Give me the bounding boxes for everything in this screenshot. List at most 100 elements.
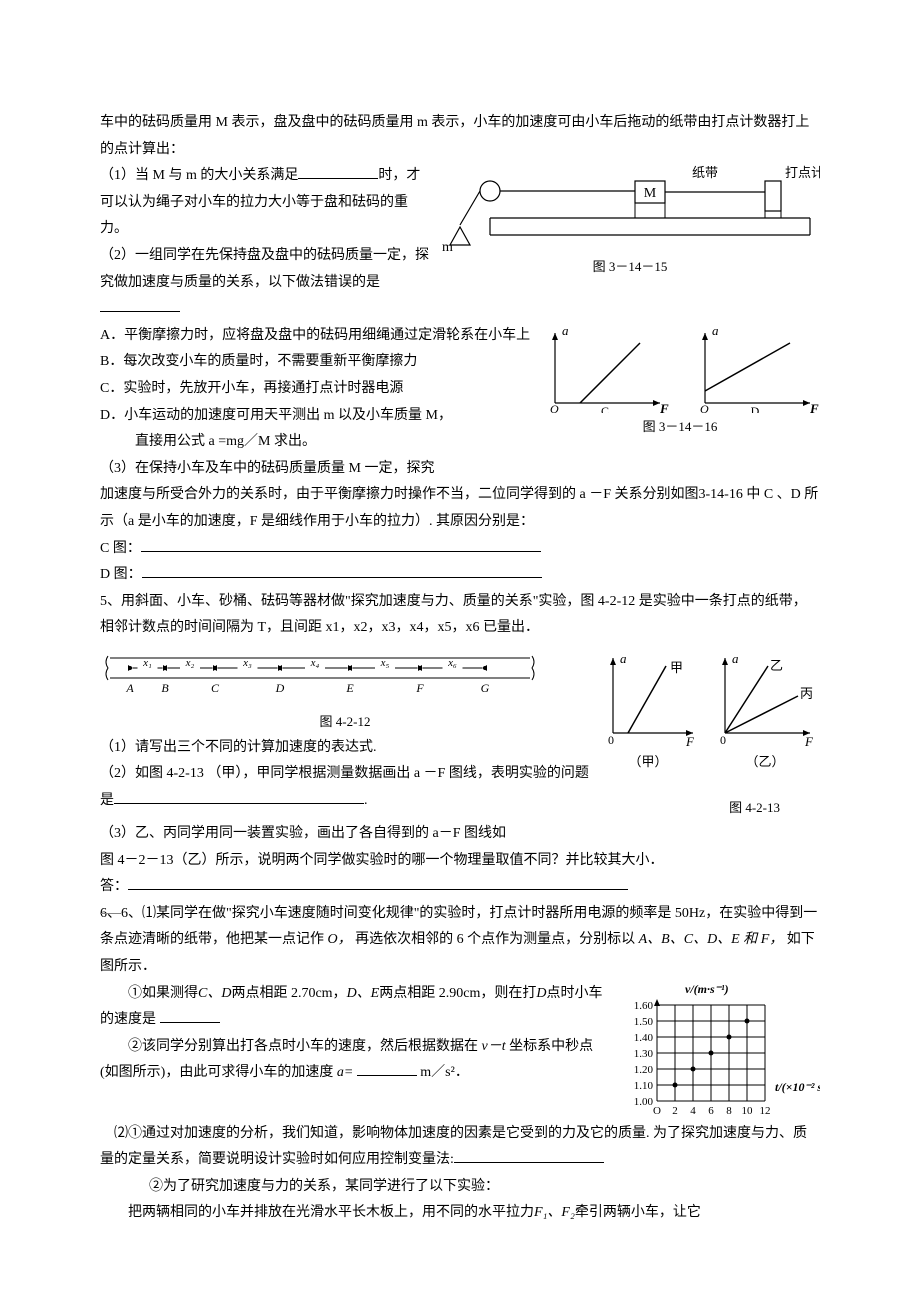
svg-text:1.30: 1.30	[634, 1048, 654, 1060]
svg-text:8: 8	[726, 1105, 732, 1117]
q6p2c-b: F₁、F₂	[534, 1205, 575, 1220]
q1-text-a: （1）当 M 与 m 的大小关系满足	[100, 168, 298, 183]
q6-1b: C、D	[198, 986, 231, 1001]
blank-q5-2	[114, 790, 364, 804]
blank-ctrl	[454, 1149, 604, 1163]
svg-text:O: O	[653, 1105, 661, 1117]
svg-text:E: E	[345, 681, 354, 695]
blank-q2	[100, 298, 180, 312]
option-b: B．每次改变小车的质量时，不需要重新平衡摩擦力	[100, 349, 532, 376]
q6-2c: a=	[337, 1065, 353, 1080]
svg-text:G: G	[481, 681, 490, 695]
q5-2: （2）如图 4-2-13 （甲），甲同学根据测量数据画出 a －F 图线，表明实…	[100, 761, 590, 814]
label-tape: 纸带	[692, 165, 718, 180]
svg-text:1.40: 1.40	[634, 1032, 654, 1044]
q5-3a: （3）乙、丙同学用同一装置实验，画出了各自得到的 a－F 图线如	[100, 821, 820, 848]
svg-text:丙: 丙	[800, 686, 813, 701]
svg-text:a: a	[562, 323, 569, 338]
blank-vD	[160, 1009, 220, 1023]
svg-text:1.50: 1.50	[634, 1016, 654, 1028]
figure-3-14-16-c: O a F C	[540, 323, 670, 413]
chart-yi-bing: 乙 丙 a 0 F	[710, 648, 820, 748]
svg-text:x₃: x₃	[242, 657, 252, 669]
svg-text:a: a	[712, 323, 719, 338]
cap-jia: （甲）	[598, 750, 698, 775]
q6-O: O，	[328, 932, 352, 947]
figure-3-14-15: M 纸带 打点计时器 m	[440, 163, 820, 253]
svg-text:0: 0	[720, 733, 726, 747]
q6-2: ②该同学分别算出打各点时小车的速度，然后根据数据在 v－t 坐标系中秒点(如图所…	[100, 1034, 605, 1087]
ans-label: 答：	[100, 879, 128, 894]
q5-1: （1）请写出三个不同的计算加速度的表达式.	[100, 735, 590, 762]
blank-cfig	[141, 538, 541, 552]
blank-a	[357, 1062, 417, 1076]
blank-ans	[128, 876, 628, 890]
q6p2c-c: 牵引两辆小车，让它	[575, 1205, 701, 1220]
question-1: （1）当 M 与 m 的大小关系满足时，才可以认为绳子对小车的拉力大小等于盘和砝…	[100, 163, 432, 243]
q6-strike: 6、	[100, 906, 121, 921]
figure-3-14-16-d: O a F D	[690, 323, 820, 413]
c-reason: C 图：	[100, 536, 820, 563]
svg-text:1.00: 1.00	[634, 1096, 654, 1108]
svg-text:乙: 乙	[770, 658, 783, 673]
svg-text:10: 10	[742, 1105, 754, 1117]
svg-text:C: C	[601, 404, 609, 413]
q6-1d: D、E	[347, 986, 380, 1001]
svg-text:x₆: x₆	[447, 657, 457, 669]
question-5: 5、用斜面、小车、砂桶、砝码等器材做"探究加速度与力、质量的关系"实验，图 4-…	[100, 589, 820, 642]
chart-jia: 甲 a 0 F	[598, 648, 698, 748]
figure-4-2-12-tape: A B C D E F Gx₁ x₂ x₃ x₄ x₅ x₆	[100, 648, 540, 708]
option-c: C．实验时，先放开小车，再接通打点计时器电源	[100, 376, 532, 403]
blank-q1	[298, 165, 378, 179]
paragraph-intro: 车中的砝码质量用 M 表示，盘及盘中的砝码质量用 m 表示，小车的加速度可由小车…	[100, 110, 820, 163]
svg-text:F: F	[659, 401, 669, 413]
svg-text:0: 0	[608, 733, 614, 747]
q6p2c-a: 把两辆相同的小车并排放在光滑水平长木板上，用不同的水平拉力	[128, 1205, 534, 1220]
q6-p2-1: ⑵①通过对加速度的分析，我们知道，影响物体加速度的因素是它受到的力及它的质量. …	[100, 1121, 820, 1174]
svg-text:甲: 甲	[670, 660, 683, 675]
svg-text:x₂: x₂	[185, 657, 195, 669]
q6b: 再选依次相邻的 6 个点作为测量点，分别标以	[355, 932, 635, 947]
label-m: m	[442, 240, 453, 253]
label-timer: 打点计时器	[785, 165, 820, 180]
svg-text:4: 4	[690, 1105, 696, 1117]
svg-text:x₁: x₁	[142, 657, 152, 669]
svg-text:D: D	[275, 681, 285, 695]
q6-p2-3: 把两辆相同的小车并排放在光滑水平长木板上，用不同的水平拉力F₁、F₂牵引两辆小车…	[100, 1200, 820, 1227]
svg-text:v/(m·s⁻¹): v/(m·s⁻¹)	[685, 982, 729, 996]
svg-text:F: F	[685, 734, 695, 748]
q6-1f: D	[536, 986, 546, 1001]
q6-2d: m／s²．	[420, 1065, 469, 1080]
svg-text:t/(×10⁻² s): t/(×10⁻² s)	[775, 1080, 820, 1094]
svg-text:O: O	[700, 402, 709, 413]
svg-text:F: F	[809, 401, 819, 413]
q6-1c: 两点相距 2.70cm，	[231, 986, 346, 1001]
caption-4-2-12: 图 4-2-12	[100, 710, 590, 735]
answer-line: 答：	[100, 874, 820, 901]
question-3b: 加速度与所受合外力的关系时，由于平衡摩擦力时操作不当，二位同学得到的 a －F …	[100, 482, 820, 535]
q6-2it: v－t	[482, 1039, 506, 1054]
d-reason: D 图：	[100, 562, 820, 589]
svg-text:F: F	[804, 734, 814, 748]
svg-text:1.60: 1.60	[634, 1000, 654, 1012]
dfig-label: D 图：	[100, 567, 142, 582]
svg-text:12: 12	[760, 1105, 771, 1117]
svg-text:x₅: x₅	[380, 657, 390, 669]
svg-text:a: a	[732, 651, 739, 666]
q6-1e: 两点相距 2.90cm，则在打	[379, 986, 536, 1001]
svg-text:x₄: x₄	[310, 657, 320, 669]
q6-1a: ①如果测得	[128, 986, 198, 1001]
caption-3-14-16: 图 3－14－16	[540, 415, 820, 440]
svg-text:1.20: 1.20	[634, 1064, 654, 1076]
svg-text:A: A	[125, 681, 134, 695]
svg-text:6: 6	[708, 1105, 714, 1117]
vt-chart: v/(m·s⁻¹) 1.001.101.201.301.401.501.60O2…	[615, 981, 820, 1121]
svg-text:F: F	[415, 681, 424, 695]
q2-text-a: （2）一组同学在先保持盘及盘中的砝码质量一定，探究做加速度与质量的关系，以下做法…	[100, 248, 429, 290]
svg-text:C: C	[211, 681, 220, 695]
question-2: （2）一组同学在先保持盘及盘中的砝码质量一定，探究做加速度与质量的关系，以下做法…	[100, 243, 432, 323]
svg-text:B: B	[161, 681, 169, 695]
option-d-cont: 直接用公式 a =mg／M 求出。	[100, 429, 532, 456]
q6-p2-2: ②为了研究加速度与力的关系，某同学进行了以下实验：	[100, 1174, 820, 1201]
cfig-label: C 图：	[100, 541, 141, 556]
